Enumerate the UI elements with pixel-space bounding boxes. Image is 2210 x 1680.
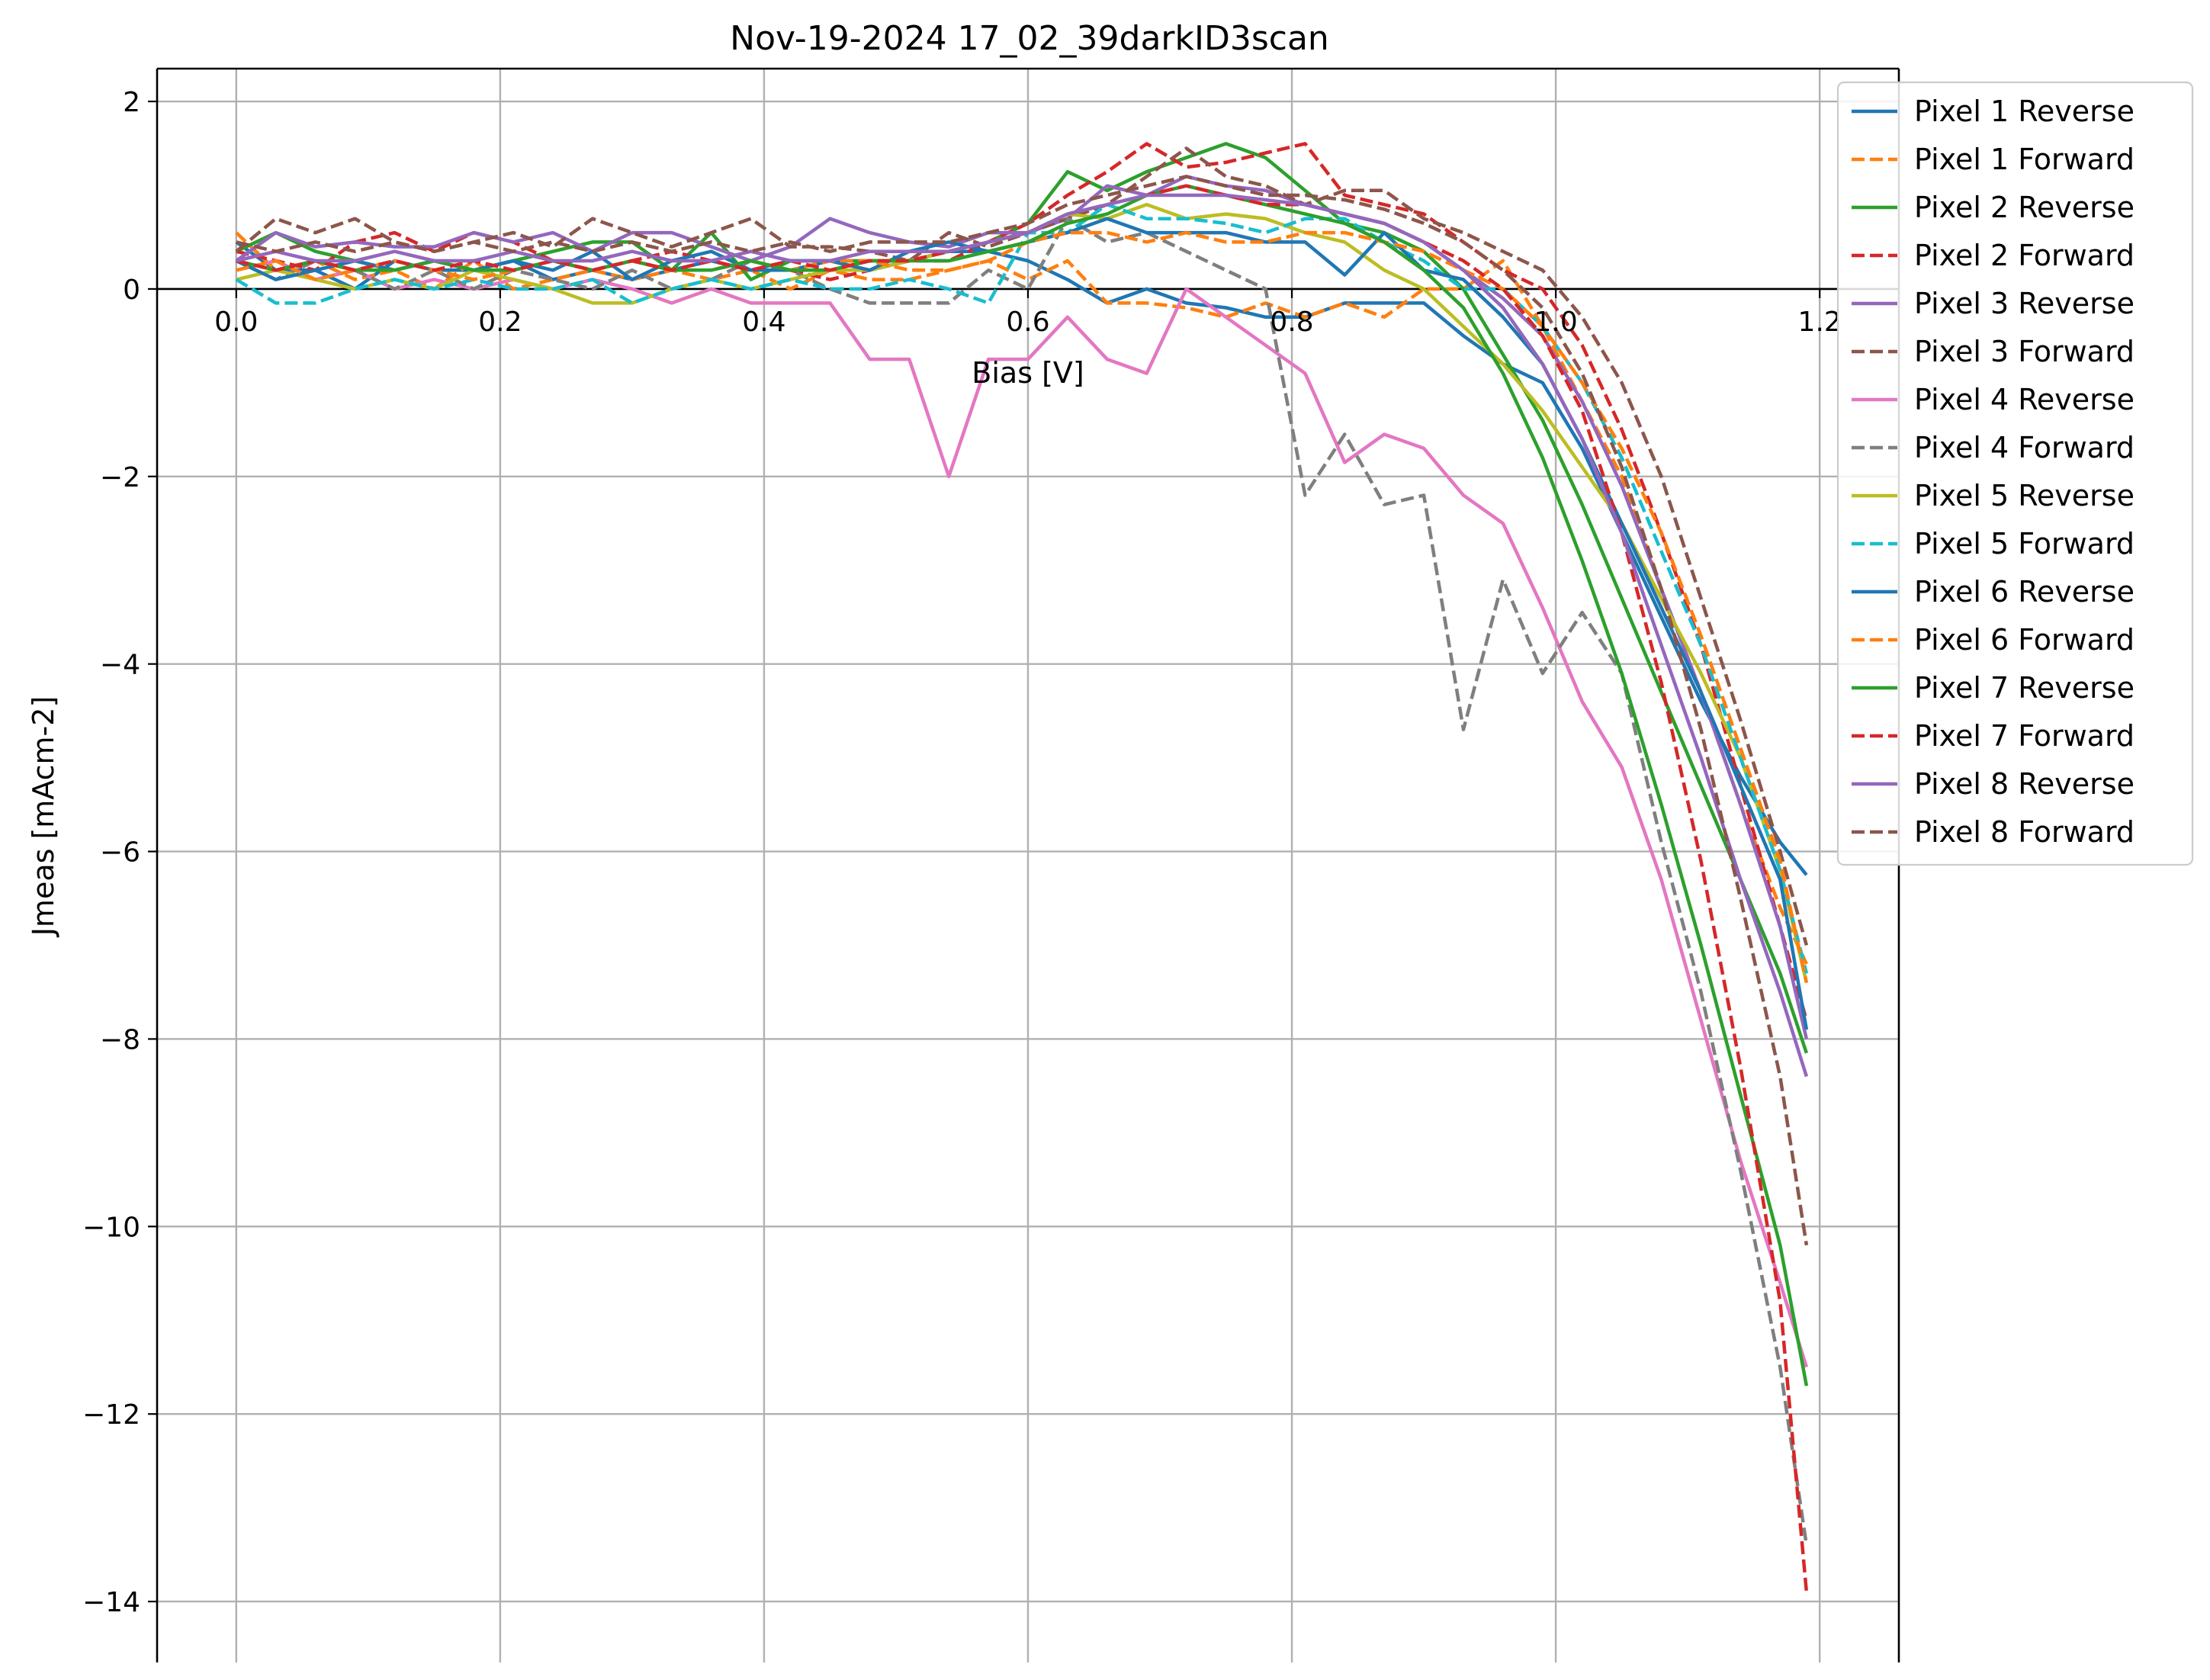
legend-label-15: Pixel 8 Reverse	[1914, 767, 2135, 801]
series-line-16	[236, 175, 1809, 1246]
legend-label-8: Pixel 4 Forward	[1914, 431, 2135, 464]
y-tick-label: 0	[123, 275, 140, 306]
legend: Pixel 1 Reverse Pixel 1 Forward Pixel 2 Re…	[1836, 81, 2194, 866]
x-tick-label: 0.0	[214, 307, 258, 338]
legend-label-1: Pixel 1 Reverse	[1914, 95, 2135, 128]
series-line-2	[235, 231, 1808, 965]
series-group	[235, 142, 1809, 1593]
y-tick-label: −14	[82, 1587, 140, 1618]
x-tick-label: 0.6	[1006, 307, 1049, 338]
legend-label-3: Pixel 2 Reverse	[1914, 191, 2135, 224]
chart-title: Nov-19-2024 17_02_39darkID3scan	[730, 19, 1329, 58]
legend-label-6: Pixel 3 Forward	[1914, 335, 2135, 368]
legend-label-16: Pixel 8 Forward	[1914, 815, 2135, 849]
legend-label-13: Pixel 7 Reverse	[1914, 671, 2135, 705]
y-tick-label: 2	[123, 87, 140, 118]
legend-label-11: Pixel 6 Reverse	[1914, 575, 2135, 609]
y-tick-label: −12	[82, 1399, 140, 1431]
plot-area: 0.0 0.2 0.4 0.6 0.8 1.0 1.2 2 0 −2 −4 −6 −8 −10 −12 −14	[82, 67, 1900, 1662]
legend-label-2: Pixel 1 Forward	[1914, 143, 2135, 176]
legend-label-14: Pixel 7 Forward	[1914, 719, 2135, 753]
legend-label-7: Pixel 4 Reverse	[1914, 383, 2135, 416]
y-tick-label: −2	[100, 462, 140, 493]
y-tick-label: −8	[100, 1024, 140, 1055]
x-tick-label: 1.0	[1534, 307, 1577, 338]
series-line-15	[236, 193, 1809, 1078]
legend-label-5: Pixel 3 Reverse	[1914, 287, 2135, 320]
x-tick-label: 0.8	[1270, 307, 1313, 338]
y-tick-label: −6	[100, 837, 140, 869]
series-line-13	[236, 184, 1809, 1386]
series-line-7	[236, 259, 1809, 1368]
legend-box	[1836, 81, 2194, 866]
x-tick-label: 1.2	[1798, 307, 1842, 338]
y-tick-label: −4	[100, 650, 140, 681]
legend-label-10: Pixel 5 Forward	[1914, 527, 2135, 561]
y-tick-label: −10	[82, 1212, 140, 1243]
legend-label-12: Pixel 6 Forward	[1914, 623, 2135, 657]
legend-label-4: Pixel 2 Forward	[1914, 239, 2135, 272]
legend-label-9: Pixel 5 Reverse	[1914, 479, 2135, 512]
series-line-8	[235, 217, 1809, 1546]
y-axis-label: Jmeas [mAcm-2]	[27, 696, 60, 938]
x-axis-label: Bias [V]	[972, 356, 1084, 390]
x-tick-label: 0.4	[742, 307, 785, 338]
x-tick-label: 0.2	[478, 307, 522, 338]
